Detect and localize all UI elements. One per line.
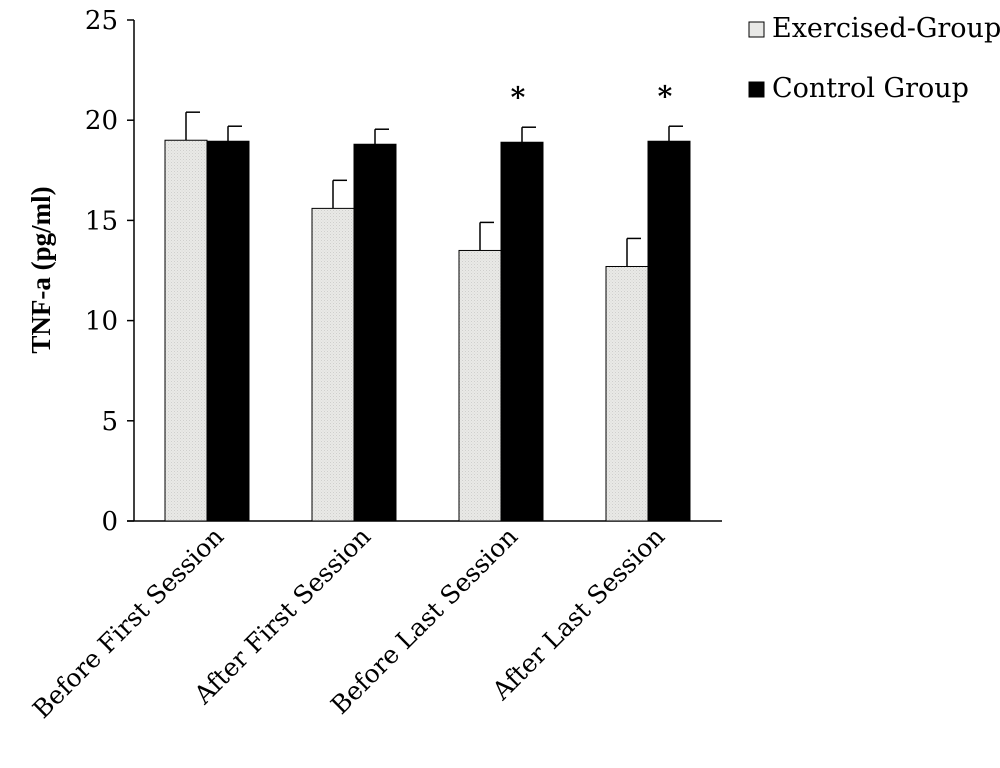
y-tick-label: 15 <box>85 206 118 236</box>
bars-group: * * <box>164 80 691 522</box>
y-tick-label: 25 <box>85 6 118 36</box>
legend-swatch-exercised <box>748 21 765 38</box>
bar-control-3 <box>647 140 691 522</box>
significance-marker: * <box>511 81 526 114</box>
y-axis-title: TNF-a (pg/ml) <box>26 186 56 353</box>
y-tick-label: 10 <box>85 307 118 337</box>
y-axis-ticks: 0 5 10 15 20 25 <box>85 6 134 537</box>
bar-exercised-2 <box>458 249 502 522</box>
legend: Exercised-Group Control Group <box>748 13 1000 104</box>
legend-swatch-control <box>748 81 765 98</box>
significance-marker: * <box>658 80 673 113</box>
legend-label-control: Control Group <box>772 73 969 104</box>
y-tick-label: 0 <box>101 507 118 537</box>
bar-control-0 <box>206 140 250 522</box>
y-tick-label: 20 <box>85 106 118 136</box>
legend-label-exercised: Exercised-Group <box>772 13 1000 44</box>
bar-control-2 <box>500 141 544 522</box>
bar-control-1 <box>353 143 397 522</box>
bar-exercised-3 <box>605 265 649 522</box>
bar-exercised-0 <box>164 139 208 522</box>
y-tick-label: 5 <box>101 407 118 437</box>
bar-exercised-1 <box>311 207 355 522</box>
